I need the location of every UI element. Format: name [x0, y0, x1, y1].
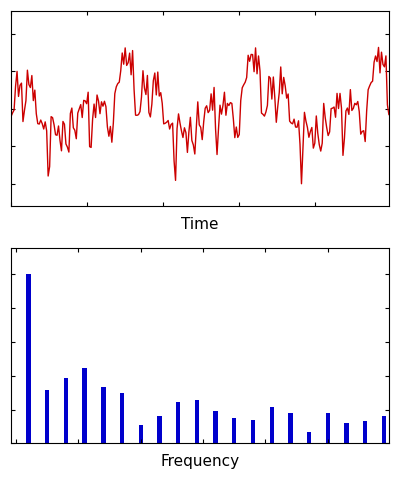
- Bar: [344, 423, 349, 444]
- Bar: [195, 400, 199, 444]
- Bar: [101, 387, 106, 444]
- Bar: [157, 416, 162, 444]
- Bar: [214, 411, 218, 444]
- Bar: [363, 421, 367, 444]
- X-axis label: Time: Time: [181, 216, 219, 232]
- Bar: [288, 413, 292, 444]
- Bar: [382, 416, 386, 444]
- Bar: [270, 407, 274, 444]
- Bar: [138, 425, 143, 444]
- Bar: [120, 393, 124, 444]
- Bar: [82, 368, 87, 444]
- Bar: [176, 402, 180, 444]
- Bar: [251, 420, 255, 444]
- Bar: [45, 390, 50, 444]
- X-axis label: Frequency: Frequency: [160, 454, 240, 469]
- Bar: [232, 418, 236, 444]
- Bar: [326, 413, 330, 444]
- Bar: [307, 432, 311, 444]
- Bar: [64, 378, 68, 444]
- Bar: [26, 274, 31, 444]
